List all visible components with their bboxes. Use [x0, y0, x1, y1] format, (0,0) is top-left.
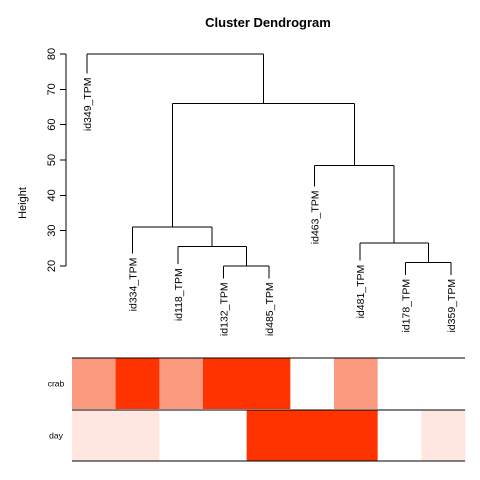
heatmap-cell [246, 410, 291, 461]
leaf-label: id481_TPM [355, 265, 367, 319]
heatmap-cell [334, 358, 379, 409]
y-tick-label: 40 [46, 189, 58, 201]
y-tick-label: 50 [46, 154, 58, 166]
heatmap-cell [72, 358, 117, 409]
leaf-label: id463_TPM [310, 191, 322, 245]
heatmap-cell [377, 358, 422, 409]
y-tick-label: 30 [46, 225, 58, 237]
y-axis: 20 30 40 50 60 70 80 [46, 48, 67, 272]
y-tick-label: 20 [46, 260, 58, 272]
heatmap-cell [334, 410, 379, 461]
leaf-labels: id349_TPM id334_TPM id118_TPM id132_TPM id48… [82, 77, 458, 336]
heatmap-cell [203, 358, 248, 409]
heatmap-cell [115, 358, 160, 409]
heatmap-row-label: crab [48, 379, 65, 389]
heatmap-cell [377, 410, 422, 461]
dendrogram-tree [86, 53, 452, 279]
heatmap-cell [421, 410, 466, 461]
leaf-label: id132_TPM [219, 282, 231, 336]
heatmap-row-label: day [49, 431, 63, 441]
y-tick-label: 80 [46, 48, 58, 60]
heatmap-cell [290, 410, 335, 461]
leaf-label: id359_TPM [446, 279, 458, 333]
leaf-label: id349_TPM [82, 77, 94, 131]
heatmap-cell [115, 410, 160, 461]
leaf-label: id178_TPM [401, 279, 413, 333]
heatmap-cell [159, 358, 204, 409]
heatmap-cell [290, 358, 335, 409]
y-tick-label: 70 [46, 83, 58, 95]
heatmap-cell [203, 410, 248, 461]
heatmap-cell [246, 358, 291, 409]
leaf-label: id334_TPM [128, 258, 140, 312]
leaf-label: id485_TPM [264, 282, 276, 336]
chart-title: Cluster Dendrogram [205, 15, 331, 30]
heatmap-bars: crab day [48, 357, 466, 462]
leaf-label: id118_TPM [173, 268, 185, 321]
y-axis-label: Height [17, 187, 29, 219]
heatmap-cell [72, 410, 117, 461]
heatmap-cell [421, 358, 466, 409]
y-tick-label: 60 [46, 119, 58, 131]
heatmap-cell [159, 410, 204, 461]
